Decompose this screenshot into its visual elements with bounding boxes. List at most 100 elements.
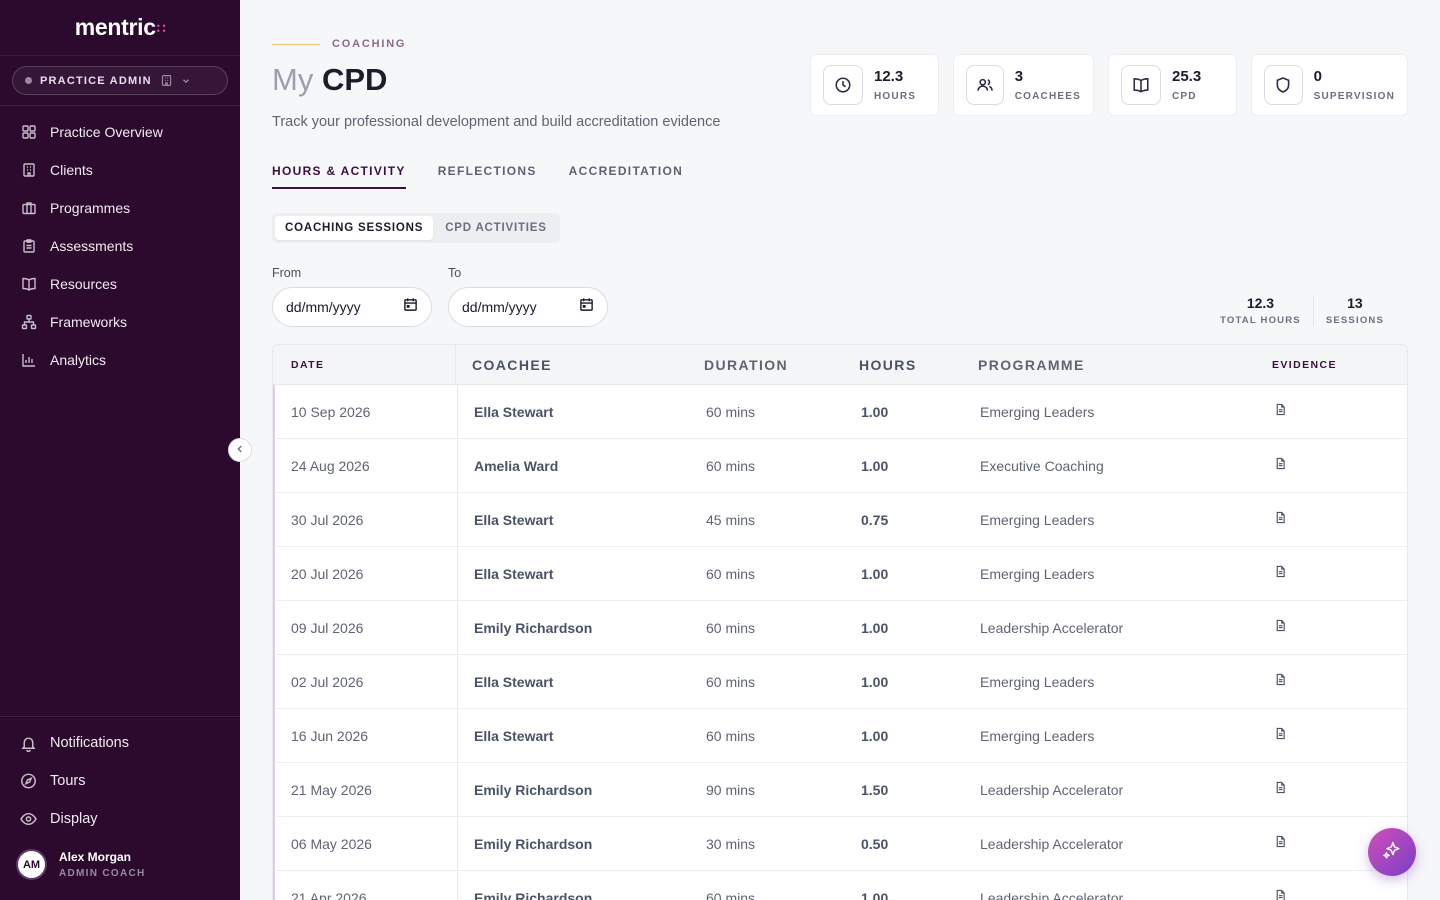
table-body: 10 Sep 2026 Ella Stewart 60 mins 1.00 Emergi… (273, 385, 1407, 900)
total-hours: 12.3 TOTAL HOURS (1208, 295, 1313, 326)
cell-evidence (1274, 673, 1394, 691)
document-icon[interactable] (1274, 835, 1287, 853)
nav-item-tours[interactable]: Tours (0, 762, 240, 800)
totals-divider (1312, 295, 1314, 326)
stat-text: 25.3 CPD (1172, 68, 1201, 102)
document-icon[interactable] (1274, 511, 1287, 529)
toggle-cpd-activities[interactable]: CPD ACTIVITIES (445, 222, 547, 234)
table-row[interactable]: 20 Jul 2026 Ella Stewart 60 mins 1.00 Emergi… (273, 547, 1407, 601)
column-header-programme[interactable]: PROGRAMME (978, 356, 1085, 373)
nav-item-display[interactable]: Display (0, 800, 240, 838)
stat-text: 0 SUPERVISION (1314, 68, 1395, 102)
stat-card-coachees: 3 COACHEES (953, 54, 1094, 116)
cell-coachee[interactable]: Ella Stewart (474, 565, 554, 582)
cell-coachee[interactable]: Amelia Ward (474, 457, 559, 474)
nav-item-practice-overview[interactable]: Practice Overview (0, 113, 240, 151)
cell-coachee[interactable]: Ella Stewart (474, 727, 554, 744)
user-profile[interactable]: AM Alex Morgan ADMIN COACH (16, 849, 146, 880)
cell-evidence (1274, 781, 1394, 799)
table-row[interactable]: 06 May 2026 Emily Richardson 30 mins 0.50 Le… (273, 817, 1407, 871)
eyebrow-text: COACHING (332, 38, 407, 50)
document-icon[interactable] (1274, 673, 1287, 691)
nav-item-frameworks[interactable]: Frameworks (0, 303, 240, 341)
column-header-hours[interactable]: HOURS (859, 356, 917, 373)
cell-hours: 1.00 (861, 889, 889, 900)
document-icon[interactable] (1274, 727, 1287, 745)
cell-coachee[interactable]: Ella Stewart (474, 673, 554, 690)
cell-evidence (1274, 457, 1394, 475)
calendar-icon[interactable] (579, 297, 594, 317)
stat-value: 0 (1313, 68, 1322, 85)
cell-coachee[interactable]: Emily Richardson (474, 619, 593, 636)
to-date-input[interactable]: dd/mm/yyyy (448, 287, 608, 327)
cell-evidence (1274, 619, 1394, 637)
toggle-coaching-sessions[interactable]: COACHING SESSIONS (275, 216, 434, 240)
column-header-evidence[interactable]: EVIDENCE (1272, 358, 1337, 371)
sessions-table: DATE COACHEE DURATION HOURS PROGRAMME EV… (272, 344, 1408, 900)
to-date-placeholder: dd/mm/yyyy (462, 299, 537, 315)
cell-coachee[interactable]: Emily Richardson (474, 835, 593, 852)
tab-accreditation[interactable]: ACCREDITATION (568, 164, 684, 178)
nav-item-clients[interactable]: Clients (0, 151, 240, 189)
nav-item-programmes[interactable]: Programmes (0, 189, 240, 227)
column-header-date[interactable]: DATE (273, 345, 456, 384)
total-value: 12.3 (1246, 295, 1275, 311)
column-header-coachee[interactable]: COACHEE (472, 356, 552, 373)
table-row[interactable]: 10 Sep 2026 Ella Stewart 60 mins 1.00 Emergi… (273, 385, 1407, 439)
role-switcher[interactable]: PRACTICE ADMIN (12, 66, 228, 95)
sidebar-collapse-button[interactable] (228, 438, 252, 462)
cell-coachee[interactable]: Ella Stewart (474, 511, 554, 528)
role-switcher-wrap: PRACTICE ADMIN (0, 56, 240, 106)
book-open-icon (1121, 65, 1161, 105)
document-icon[interactable] (1274, 619, 1287, 637)
total-label: TOTAL HOURS (1220, 315, 1301, 326)
document-icon[interactable] (1274, 565, 1287, 583)
column-header-duration[interactable]: DURATION (704, 356, 789, 373)
table-row[interactable]: 16 Jun 2026 Ella Stewart 60 mins 1.00 Emergi… (273, 709, 1407, 763)
table-row[interactable]: 09 Jul 2026 Emily Richardson 60 mins 1.00 Le… (273, 601, 1407, 655)
book-icon (20, 276, 37, 293)
document-icon[interactable] (1274, 889, 1287, 900)
cell-programme: Leadership Accelerator (980, 889, 1124, 900)
sidebar: mentric ∷ PRACTICE ADMIN Practice Overvie… (0, 0, 240, 900)
cell-date: 21 May 2026 (275, 763, 458, 816)
nav-item-notifications[interactable]: Notifications (0, 724, 240, 762)
table-row[interactable]: 21 May 2026 Emily Richardson 90 mins 1.50 Le… (273, 763, 1407, 817)
nav-label: Notifications (50, 735, 129, 751)
document-icon[interactable] (1274, 403, 1287, 421)
brand-mark: ∷ (156, 20, 166, 36)
table-row[interactable]: 30 Jul 2026 Ella Stewart 45 mins 0.75 Emergi… (273, 493, 1407, 547)
nav-item-assessments[interactable]: Assessments (0, 227, 240, 265)
avatar: AM (16, 849, 47, 880)
tab-reflections[interactable]: REFLECTIONS (437, 164, 537, 178)
calendar-icon[interactable] (403, 297, 418, 317)
cell-duration: 90 mins (706, 781, 756, 798)
stat-card-hours: 12.3 HOURS (810, 54, 939, 116)
page-title-bold: CPD (321, 62, 388, 97)
nav-label: Practice Overview (50, 124, 163, 140)
document-icon[interactable] (1274, 457, 1287, 475)
cell-coachee[interactable]: Ella Stewart (474, 403, 554, 420)
cell-evidence (1274, 511, 1394, 529)
cell-coachee[interactable]: Emily Richardson (474, 889, 593, 900)
table-row[interactable]: 21 Apr 2026 Emily Richardson 60 mins 1.00 Le… (273, 871, 1407, 900)
cell-evidence (1274, 403, 1394, 421)
nav-label: Programmes (50, 200, 131, 216)
eyebrow: COACHING (272, 38, 406, 50)
cell-hours: 1.00 (861, 403, 889, 420)
cell-coachee[interactable]: Emily Richardson (474, 781, 593, 798)
cell-date: 10 Sep 2026 (275, 385, 458, 438)
ai-assistant-button[interactable] (1368, 828, 1416, 876)
building-icon (160, 74, 173, 87)
cell-hours: 1.00 (861, 457, 889, 474)
stat-label: CPD (1172, 91, 1197, 102)
nav-item-resources[interactable]: Resources (0, 265, 240, 303)
brand-logo[interactable]: mentric ∷ (0, 0, 240, 56)
tab-hours-activity[interactable]: HOURS & ACTIVITY (272, 164, 406, 189)
table-row[interactable]: 24 Aug 2026 Amelia Ward 60 mins 1.00 Executi… (273, 439, 1407, 493)
nav-item-analytics[interactable]: Analytics (0, 341, 240, 379)
document-icon[interactable] (1274, 781, 1287, 799)
from-date-input[interactable]: dd/mm/yyyy (272, 287, 432, 327)
table-row[interactable]: 02 Jul 2026 Ella Stewart 60 mins 1.00 Emergi… (273, 655, 1407, 709)
page-subtitle: Track your professional development and … (272, 114, 721, 130)
